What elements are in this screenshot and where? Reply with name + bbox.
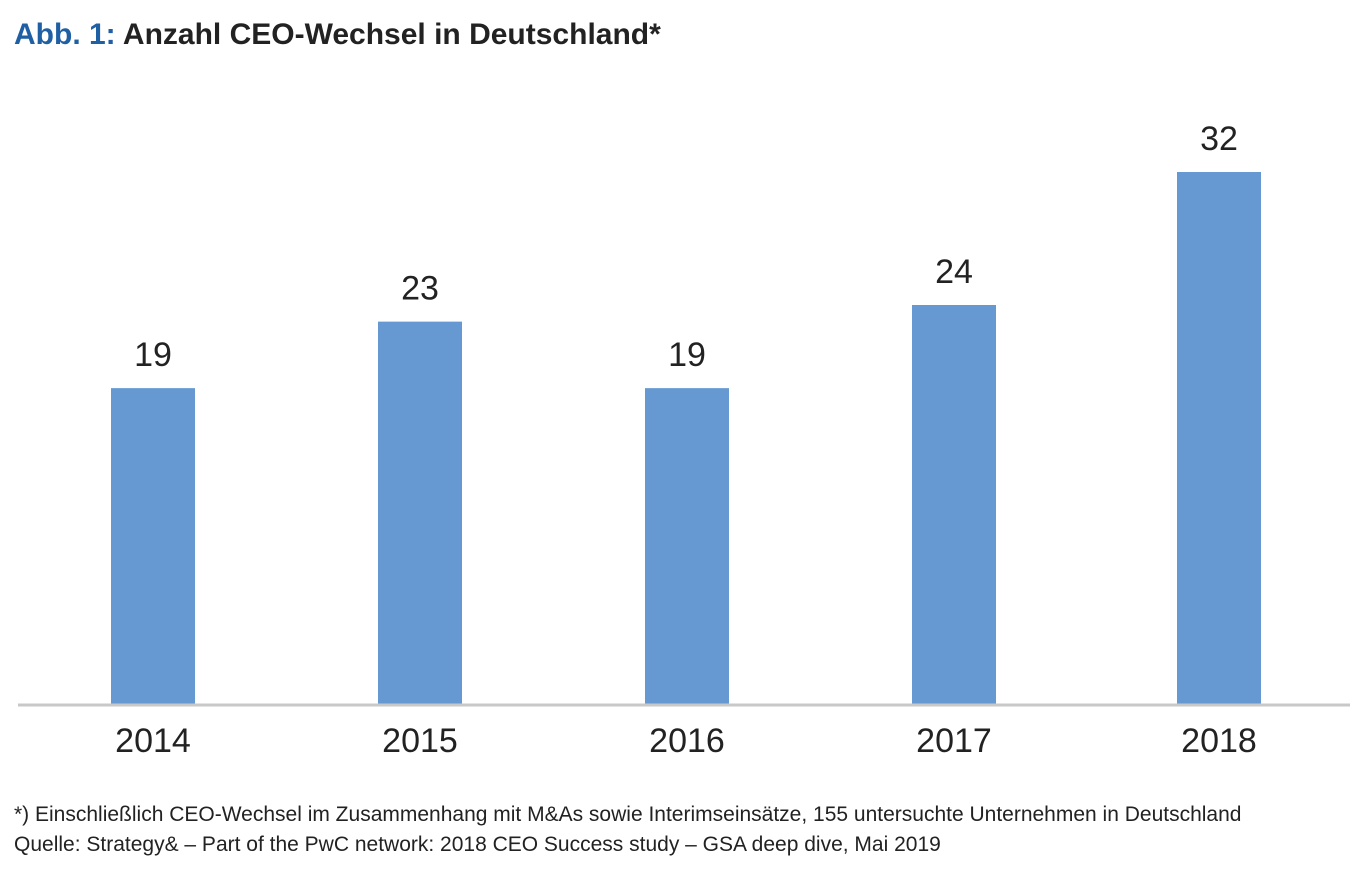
bar-chart: 19 2014 23 2015 19 2016 24 2017 32 2018 <box>18 120 1350 760</box>
footnote: *) Einschließlich CEO-Wechsel im Zusamme… <box>14 800 1241 860</box>
bar-2015 <box>378 321 462 704</box>
bar-2016 <box>645 388 729 704</box>
chart-title: Abb. 1: Anzahl CEO-Wechsel in Deutschlan… <box>14 18 661 52</box>
x-tick-label-2017: 2017 <box>916 722 992 760</box>
x-tick-label-2018: 2018 <box>1181 722 1257 760</box>
x-tick-label-2015: 2015 <box>382 722 458 760</box>
figure-title: Anzahl CEO-Wechsel in Deutschland* <box>122 18 661 51</box>
data-label-2015: 23 <box>401 270 439 308</box>
footnote-source: Quelle: Strategy& – Part of the PwC netw… <box>14 833 941 856</box>
data-label-2017: 24 <box>935 253 973 291</box>
data-label-2016: 19 <box>668 336 706 374</box>
x-tick-label-2014: 2014 <box>115 722 191 760</box>
data-label-2014: 19 <box>134 336 172 374</box>
bar-2014 <box>111 388 195 704</box>
footnote-note: *) Einschließlich CEO-Wechsel im Zusamme… <box>14 803 1242 826</box>
bar-2018 <box>1177 172 1261 704</box>
bar-2017 <box>912 305 996 704</box>
figure-number: Abb. 1: <box>14 18 116 51</box>
x-tick-label-2016: 2016 <box>649 722 725 760</box>
data-label-2018: 32 <box>1200 120 1238 158</box>
